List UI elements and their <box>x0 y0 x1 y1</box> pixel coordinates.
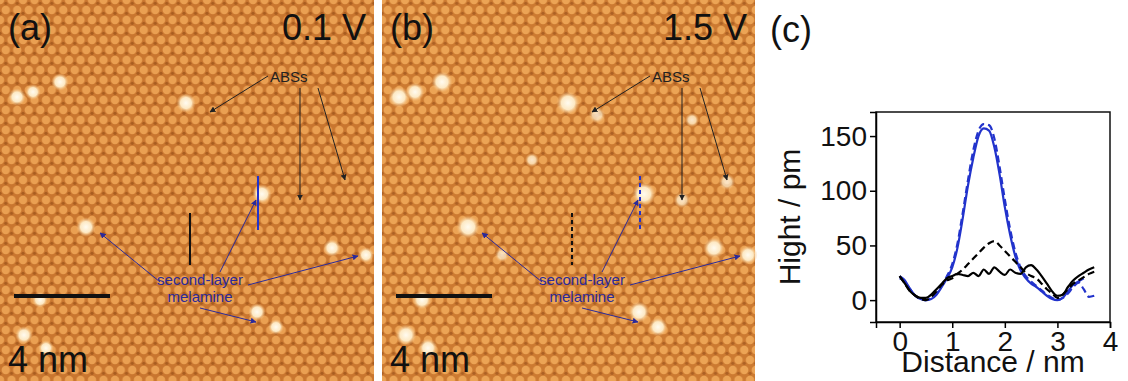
stm-image: (a) 0.1 V ABSs second-layermelamine 4 nm <box>0 0 374 381</box>
x-tick: 4 <box>1103 322 1119 357</box>
bias-label: 0.1 V <box>282 7 366 48</box>
stm-background <box>382 0 755 381</box>
profile-curve <box>900 241 1095 300</box>
y-tick-mark <box>870 191 876 193</box>
molecule-spot <box>456 215 480 239</box>
figure: (a)0.1 VABSssecond-layermelamine4 nm(b)1… <box>0 0 1128 381</box>
molecule-spot <box>525 153 539 167</box>
scale-bar-label: 4 nm <box>390 339 470 380</box>
annotation-arrow <box>602 200 638 272</box>
y-axis: 0 50 100 150 <box>820 113 876 323</box>
profile-line <box>571 213 573 265</box>
molecule-spot <box>738 245 757 264</box>
chart: (c)01234050100150Distance / nmHight / pm <box>770 9 1118 378</box>
annotation-line: second-layer <box>157 271 243 288</box>
scale-bar <box>14 294 110 298</box>
x-axis-line <box>877 323 1111 329</box>
panel-label: (b) <box>390 7 434 48</box>
molecule-spot <box>556 91 580 115</box>
annotation-arrow <box>482 233 542 282</box>
y-tick-mark <box>870 136 876 138</box>
annotation-arrow <box>630 256 740 285</box>
profile-line <box>639 176 641 230</box>
y-tick: 50 <box>836 230 876 261</box>
molecule-spot <box>719 174 736 191</box>
y-tick-mark <box>870 245 876 247</box>
y-tick-mark <box>870 300 876 302</box>
y-tick-label: 100 <box>820 175 867 206</box>
y-tick: 0 <box>851 285 876 316</box>
annotation: ABSs <box>652 68 690 85</box>
y-tick-label: 50 <box>836 230 867 261</box>
y-tick-label: 0 <box>851 285 867 316</box>
stm-image: (b) 1.5 V ABSs second-layermelamine 4 nm <box>382 0 758 381</box>
molecule-spot <box>632 182 656 206</box>
plot-frame <box>876 112 1110 322</box>
annotation-arrow <box>210 76 268 112</box>
bias-label: 1.5 V <box>663 7 747 48</box>
annotation-line: melamine <box>549 288 614 305</box>
molecule-spot <box>431 71 453 93</box>
annotation-arrow <box>248 256 358 285</box>
annotation-arrow <box>592 76 650 112</box>
annotation-arrow <box>100 233 160 282</box>
molecule-spot <box>76 217 96 237</box>
molecule-spot <box>703 237 725 259</box>
annotation-arrow <box>300 88 301 200</box>
profile-line <box>189 213 191 265</box>
y-tick-label: 150 <box>820 121 867 152</box>
annotation-arrow <box>220 200 256 272</box>
annotation: ABSs <box>270 68 308 85</box>
annotation-arrow <box>682 88 683 200</box>
scale-bar <box>396 294 492 298</box>
molecule-spot <box>268 319 284 335</box>
molecule-spot <box>176 93 196 113</box>
annotation-arrow <box>700 88 727 180</box>
annotation-line: melamine <box>167 288 232 305</box>
y-axis-title: Hight / pm <box>773 149 806 286</box>
y-axis-line <box>870 113 877 323</box>
profile-curve <box>900 128 1084 300</box>
y-tick: 100 <box>820 175 876 206</box>
molecule-spot <box>8 88 26 106</box>
molecule-spot <box>358 247 374 263</box>
scale-bar-label: 4 nm <box>8 339 88 380</box>
y-tick: 150 <box>820 121 876 152</box>
molecule-spot <box>323 239 341 257</box>
molecule-spot <box>412 290 431 309</box>
annotation-arrow <box>200 308 256 322</box>
annotation-arrow <box>318 88 345 180</box>
x-axis-title: Distance / nm <box>901 345 1084 378</box>
molecule-spot <box>25 84 41 100</box>
molecule-spot <box>248 303 266 321</box>
x-tick-label: 4 <box>1103 326 1119 357</box>
annotation-arrow <box>582 308 638 322</box>
profile-curve <box>900 124 1095 300</box>
stm-background <box>0 0 374 381</box>
molecule-spot <box>685 113 699 127</box>
molecule-spot <box>628 301 650 323</box>
chart-title: (c) <box>770 9 812 50</box>
molecule-spot <box>51 73 69 91</box>
molecule-spot <box>405 82 424 101</box>
profile-line <box>257 176 259 230</box>
annotation: second-layermelamine <box>157 271 243 305</box>
annotation: second-layermelamine <box>539 271 625 305</box>
plot-lines <box>900 124 1095 300</box>
panel-label: (a) <box>8 7 52 48</box>
annotation-line: second-layer <box>539 271 625 288</box>
molecule-spot <box>648 317 667 336</box>
